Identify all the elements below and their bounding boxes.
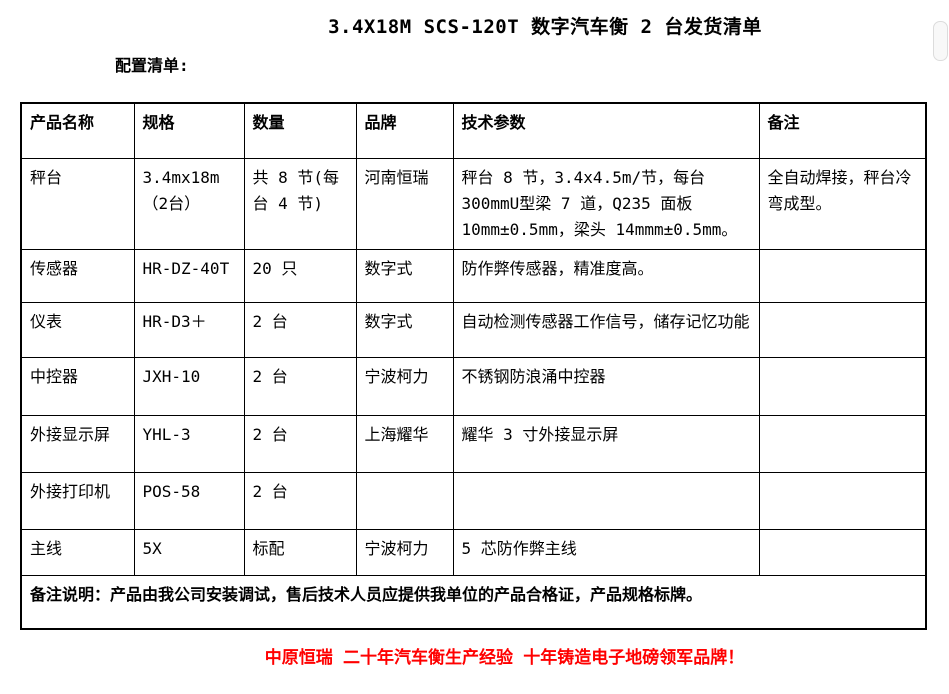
table-cell-brand: 数字式 — [355, 248, 454, 303]
table-cell-spec: YHL-3 — [133, 414, 245, 473]
table-cell-note — [758, 471, 927, 530]
table-row: 主线 5X 标配 宁波柯力 5 芯防作弊主线 — [20, 528, 927, 576]
table-cell-spec: HR-DZ-40T — [133, 248, 245, 303]
table-cell-params: 耀华 3 寸外接显示屏 — [452, 414, 760, 473]
table-cell-brand: 数字式 — [355, 301, 454, 358]
table-cell-qty: 2 台 — [243, 471, 357, 530]
table-cell-note — [758, 248, 927, 303]
table-cell-brand — [355, 471, 454, 530]
table-cell-qty: 2 台 — [243, 356, 357, 416]
table-cell-spec: HR-D3＋ — [133, 301, 245, 358]
table-cell-qty: 20 只 — [243, 248, 357, 303]
table-cell-params: 秤台 8 节，3.4x4.5m/节，每台 300mmU型梁 7 道，Q235 面… — [452, 157, 760, 250]
table-row: 外接打印机 POS-58 2 台 — [20, 471, 927, 530]
table-cell-params: 5 芯防作弊主线 — [452, 528, 760, 576]
table-cell-note — [758, 301, 927, 358]
config-list-label: 配置清单: — [115, 56, 189, 75]
table-cell-spec: 3.4mx18m（2台） — [133, 157, 245, 250]
table-cell-spec: POS-58 — [133, 471, 245, 530]
table-row: 仪表 HR-D3＋ 2 台数字式 自动检测传感器工作信号，储存记忆功能 — [20, 301, 927, 358]
header-product-name: 产品名称 — [20, 102, 135, 159]
table-cell-note — [758, 414, 927, 473]
table-row: 传感器 HR-DZ-40T 20 只数字式 防作弊传感器，精准度高。 — [20, 248, 927, 303]
table-cell-brand: 上海耀华 — [355, 414, 454, 473]
table-cell-note: 全自动焊接，秤台冷弯成型。 — [758, 157, 927, 250]
header-spec: 规格 — [133, 102, 245, 159]
table-cell-qty: 标配 — [243, 528, 357, 576]
table-cell-name: 传感器 — [20, 248, 135, 303]
header-brand: 品牌 — [355, 102, 454, 159]
header-quantity: 数量 — [243, 102, 357, 159]
table-header-row: 产品名称 规格 数量 品牌 技术参数 备注 — [20, 102, 927, 159]
table-cell-brand: 宁波柯力 — [355, 356, 454, 416]
remark-row: 备注说明：产品由我公司安装调试，售后技术人员应提供我单位的产品合格证，产品规格标… — [20, 574, 927, 630]
header-remark: 备注 — [758, 102, 927, 159]
remark-text: 备注说明：产品由我公司安装调试，售后技术人员应提供我单位的产品合格证，产品规格标… — [20, 574, 927, 630]
table-cell-spec: 5X — [133, 528, 245, 576]
table-cell-spec: JXH-10 — [133, 356, 245, 416]
table-cell-name: 秤台 — [20, 157, 135, 250]
footer-slogan: 中原恒瑞 二十年汽车衡生产经验 十年铸造电子地磅领军品牌！ — [264, 648, 745, 668]
table-row: 秤台 3.4mx18m（2台）共 8 节(每台 4 节) 河南恒瑞 秤台 8 节，3.… — [20, 157, 927, 250]
table-cell-qty: 共 8 节(每台 4 节) — [243, 157, 357, 250]
header-tech-params: 技术参数 — [452, 102, 760, 159]
table-cell-qty: 2 台 — [243, 414, 357, 473]
shipping-list-table: 产品名称 规格 数量 品牌 技术参数 备注 秤台 3.4mx18m（2台）共 8 … — [20, 102, 927, 630]
table-cell-name: 中控器 — [20, 356, 135, 416]
table-cell-params: 自动检测传感器工作信号，储存记忆功能 — [452, 301, 760, 358]
table-cell-qty: 2 台 — [243, 301, 357, 358]
table-cell-params: 不锈钢防浪涌中控器 — [452, 356, 760, 416]
table-cell-brand: 河南恒瑞 — [355, 157, 454, 250]
table-row: 外接显示屏 YHL-3 2 台上海耀华 耀华 3 寸外接显示屏 — [20, 414, 927, 473]
table-cell-params: 防作弊传感器，精准度高。 — [452, 248, 760, 303]
table-cell-brand: 宁波柯力 — [355, 528, 454, 576]
table-cell-name: 主线 — [20, 528, 135, 576]
table-cell-name: 外接显示屏 — [20, 414, 135, 473]
table-cell-name: 仪表 — [20, 301, 135, 358]
table-cell-note — [758, 356, 927, 416]
table-cell-params — [452, 471, 760, 530]
scrollbar-thumb[interactable] — [933, 21, 948, 61]
table-cell-name: 外接打印机 — [20, 471, 135, 530]
table-cell-note — [758, 528, 927, 576]
table-row: 中控器 JXH-10 2 台宁波柯力 不锈钢防浪涌中控器 — [20, 356, 927, 416]
document-title: 3.4X18M SCS-120T 数字汽车衡 2 台发货清单 — [328, 16, 762, 38]
